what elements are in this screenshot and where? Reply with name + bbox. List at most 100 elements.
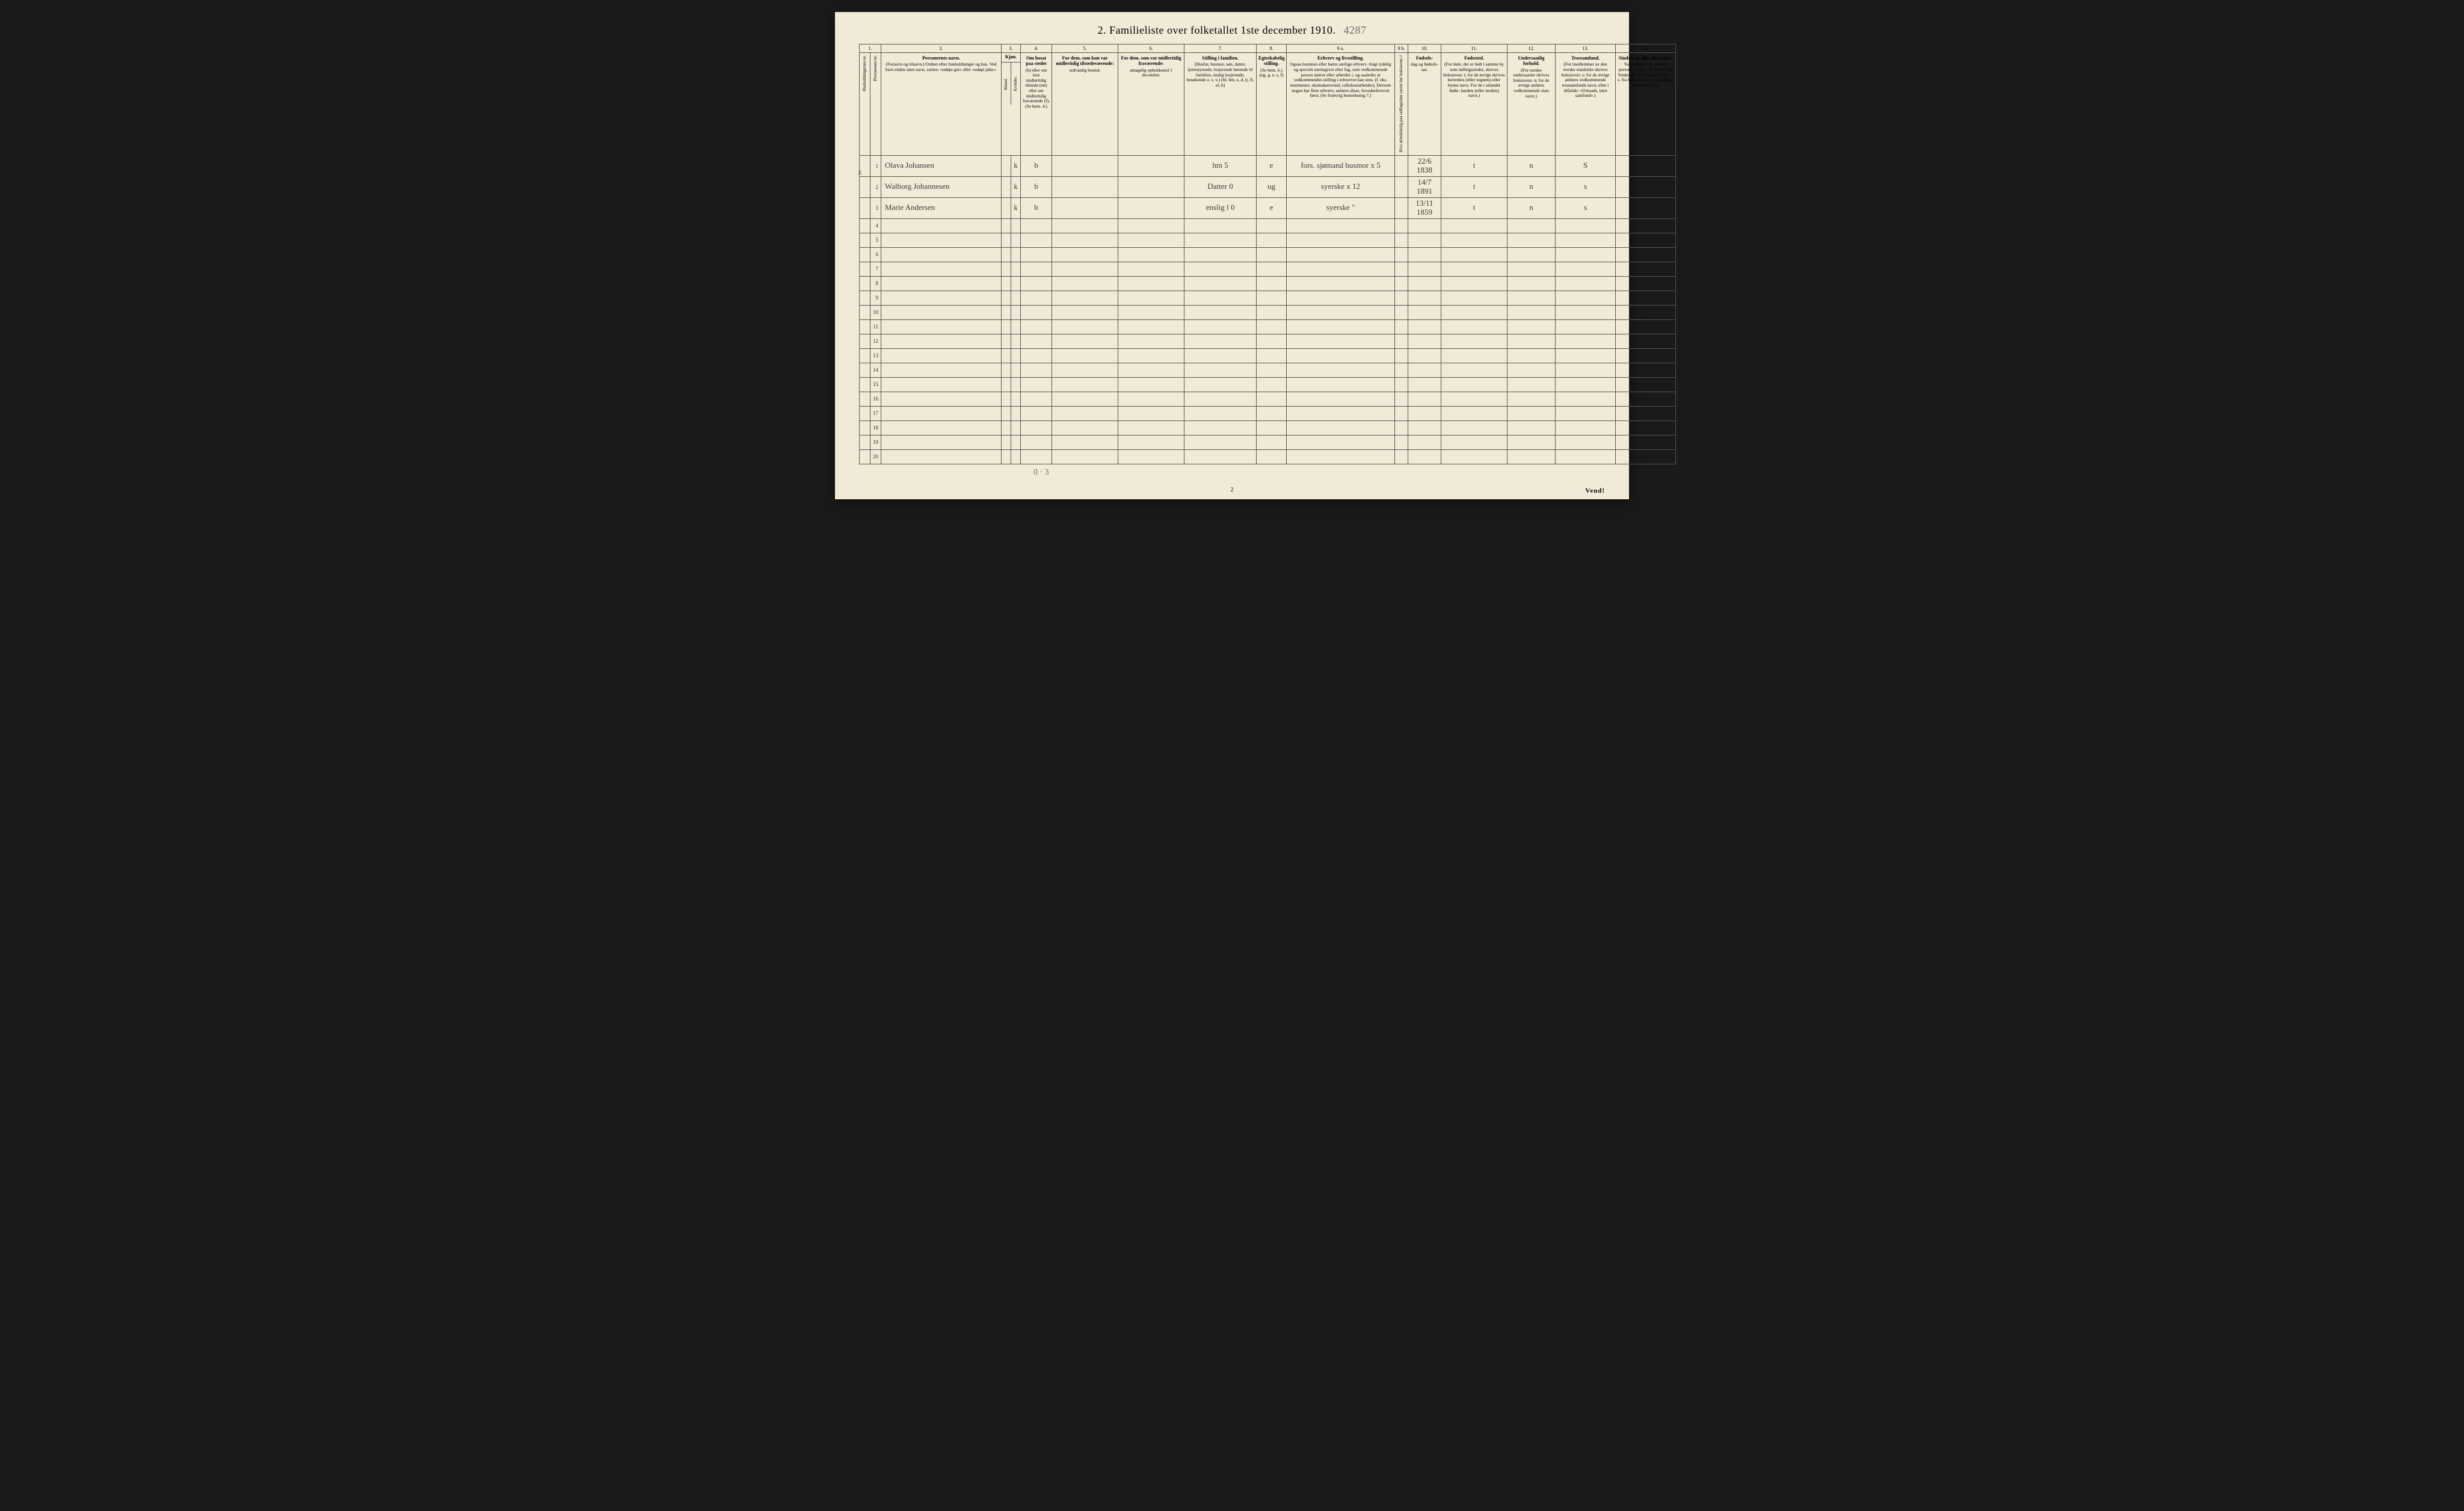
table-cell (1011, 449, 1021, 464)
table-cell (1395, 420, 1408, 435)
table-cell (1257, 348, 1287, 363)
table-cell (1287, 247, 1395, 262)
table-cell (1002, 363, 1011, 377)
colnum-1: 1. (860, 45, 881, 53)
table-cell (1408, 392, 1441, 406)
table-cell (1508, 363, 1556, 377)
table-cell (1408, 305, 1441, 319)
table-cell (1021, 305, 1052, 319)
table-cell (1556, 305, 1616, 319)
table-cell (1118, 276, 1184, 291)
table-cell (1395, 262, 1408, 276)
head-1a: Husholdningernes nr. (860, 53, 870, 156)
table-cell (1118, 247, 1184, 262)
colnum-5: 5. (1052, 45, 1118, 53)
table-cell (860, 449, 870, 464)
table-row: 7 (860, 262, 1676, 276)
table-cell (1021, 377, 1052, 392)
table-cell (1257, 262, 1287, 276)
colnum-13: 13. (1556, 45, 1616, 53)
table-cell (1508, 377, 1556, 392)
table-cell (1441, 377, 1508, 392)
table-cell (1395, 291, 1408, 305)
table-cell (1508, 348, 1556, 363)
table-cell (1556, 233, 1616, 247)
table-cell (1556, 392, 1616, 406)
table-cell (1257, 406, 1287, 420)
table-row: 3Marie Andersenkbenslig l 0esyerske "13/… (860, 197, 1676, 218)
table-cell: 22/6 1838 (1408, 155, 1441, 176)
table-cell (1184, 449, 1257, 464)
table-cell (1257, 420, 1287, 435)
table-cell: 6 (870, 247, 881, 262)
head-12: Undersaatlig forhold. (For norske unders… (1508, 53, 1556, 156)
table-cell: 20 (870, 449, 881, 464)
table-cell (1441, 392, 1508, 406)
table-cell (860, 348, 870, 363)
table-cell (1011, 319, 1021, 334)
table-cell (1441, 247, 1508, 262)
table-cell (1118, 262, 1184, 276)
table-cell: 13/11 1859 (1408, 197, 1441, 218)
table-cell (1508, 262, 1556, 276)
table-cell (860, 319, 870, 334)
table-cell (1408, 218, 1441, 233)
table-cell: 14/7 1891 (1408, 176, 1441, 197)
table-cell: s (1556, 197, 1616, 218)
table-cell (1408, 276, 1441, 291)
table-cell (1002, 449, 1011, 464)
table-cell: Marie Andersen (881, 197, 1002, 218)
table-cell (1011, 305, 1021, 319)
table-cell (1021, 276, 1052, 291)
vend-label: Vend! (1585, 487, 1605, 494)
table-cell (1441, 305, 1508, 319)
table-cell (1184, 218, 1257, 233)
table-cell (1287, 218, 1395, 233)
table-cell (1002, 233, 1011, 247)
table-cell (860, 392, 870, 406)
table-cell: syerske x 12 (1287, 176, 1395, 197)
table-row: 19 (860, 435, 1676, 449)
table-cell (1021, 348, 1052, 363)
table-cell (1395, 363, 1408, 377)
table-cell (1287, 363, 1395, 377)
table-cell (1508, 392, 1556, 406)
table-cell (1408, 348, 1441, 363)
table-cell (1616, 377, 1676, 392)
table-cell (1441, 435, 1508, 449)
table-cell (1616, 262, 1676, 276)
table-cell: 4 (870, 218, 881, 233)
table-cell (1021, 406, 1052, 420)
table-cell (1052, 233, 1118, 247)
table-cell (1257, 319, 1287, 334)
census-table: 1. 2. 3. 4. 5. 6. 7. 8. 9 a. 9 b. 10. 11… (859, 44, 1676, 464)
colnum-7: 7. (1184, 45, 1257, 53)
table-cell: 2 (870, 176, 881, 197)
table-cell (1257, 218, 1287, 233)
table-cell: Datter 0 (1184, 176, 1257, 197)
table-cell (1052, 262, 1118, 276)
table-cell: 17 (870, 406, 881, 420)
table-cell (1287, 406, 1395, 420)
table-cell (1508, 218, 1556, 233)
table-cell (1257, 334, 1287, 348)
table-cell: enslig l 0 (1184, 197, 1257, 218)
table-cell (1508, 406, 1556, 420)
table-cell (1556, 435, 1616, 449)
colnum-2: 2. (881, 45, 1002, 53)
table-cell (1002, 420, 1011, 435)
table-cell (1257, 291, 1287, 305)
table-cell (1441, 348, 1508, 363)
table-cell (1002, 392, 1011, 406)
table-cell (1395, 305, 1408, 319)
table-cell (881, 348, 1002, 363)
table-cell (881, 276, 1002, 291)
table-cell: e (1257, 155, 1287, 176)
table-cell (1052, 420, 1118, 435)
table-row: 17 (860, 406, 1676, 420)
table-cell (1287, 392, 1395, 406)
table-row: 13 (860, 348, 1676, 363)
table-cell (1508, 233, 1556, 247)
head-3: Kjøn. Mænd. Kvinder. (1002, 53, 1021, 156)
head-9b: Hvis arbeidsledig paa tællingtiden sætte… (1395, 53, 1408, 156)
